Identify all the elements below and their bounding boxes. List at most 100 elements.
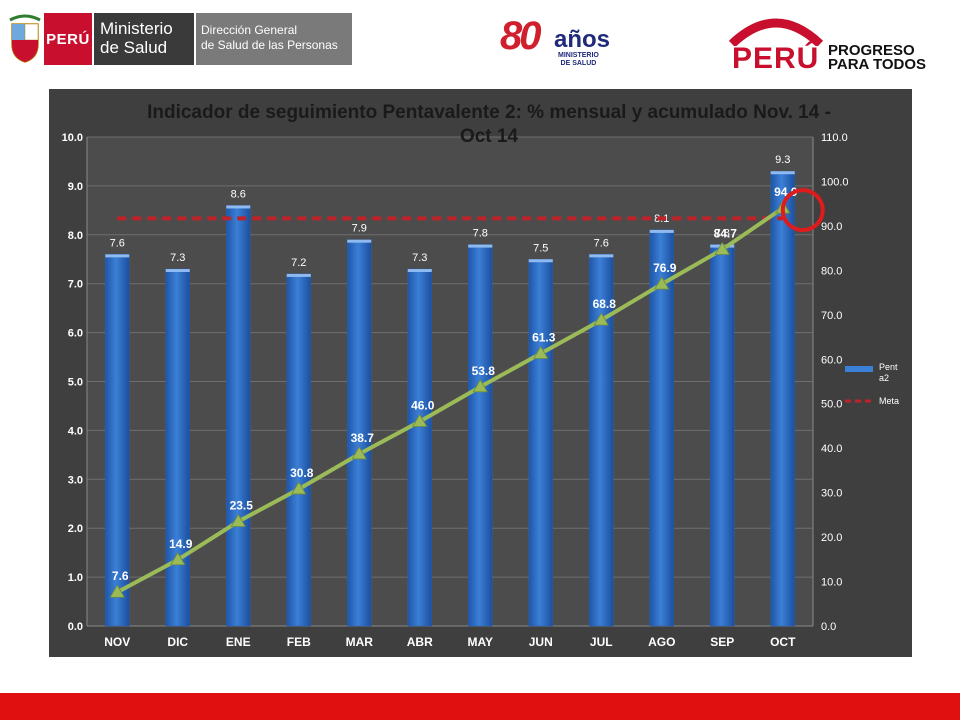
line-data-label: 53.8 — [472, 364, 496, 378]
bar — [407, 268, 432, 627]
legend-swatch-penta2 — [845, 366, 873, 372]
y-right-tick-label: 50.0 — [821, 399, 842, 411]
bar-top-highlight — [226, 205, 251, 209]
bar — [468, 244, 493, 627]
bar-top-highlight — [286, 273, 311, 277]
line-data-label: 84.7 — [714, 226, 738, 240]
legend-label-penta2: Pent — [879, 362, 898, 372]
bar-data-label: 7.5 — [533, 242, 548, 254]
bar — [226, 205, 251, 627]
y-left-tick-label: 1.0 — [68, 572, 83, 584]
bar-top-highlight — [407, 269, 432, 273]
x-tick-label: MAY — [467, 635, 493, 649]
y-left-tick-label: 7.0 — [68, 279, 83, 291]
x-tick-label: FEB — [287, 635, 311, 649]
line-marker — [109, 584, 125, 598]
x-tick-label: OCT — [770, 635, 796, 649]
x-tick-label: SEP — [710, 635, 734, 649]
bar-data-label: 7.8 — [473, 228, 488, 240]
line-data-label: 23.5 — [230, 499, 254, 513]
bar — [770, 170, 795, 627]
minsa-logo: PERÚ Ministerio de Salud Dirección Gener… — [0, 10, 352, 68]
y-left-tick-label: 4.0 — [68, 425, 83, 437]
line-marker — [654, 276, 670, 290]
y-left-tick-label: 8.0 — [68, 230, 83, 242]
coat-of-arms-icon — [9, 14, 41, 63]
y-right-tick-label: 20.0 — [821, 532, 842, 544]
anniversary-logo: 80 años MINISTERIO DE SALUD — [496, 12, 618, 72]
y-left-tick-label: 10.0 — [62, 132, 83, 144]
y-left-tick-label: 3.0 — [68, 474, 83, 486]
y-left-tick-label: 6.0 — [68, 328, 83, 340]
bar — [105, 254, 130, 627]
slogan-text: PROGRESO PARA TODOS — [828, 42, 927, 73]
line-data-label: 14.9 — [169, 537, 193, 551]
slogan-country: PERÚ — [732, 42, 820, 75]
bar-top-highlight — [165, 269, 190, 273]
y-right-tick-label: 0.0 — [821, 621, 836, 633]
ministerio-label: Ministerio de Salud — [94, 13, 194, 65]
bar-top-highlight — [649, 229, 674, 233]
bar — [347, 239, 372, 627]
x-tick-label: AGO — [648, 635, 675, 649]
chart-panel: 0.0 1.0 2.0 3.0 4.0 5.0 6.0 7.0 8.0 9.0 10.0 0.0 10.… — [49, 89, 912, 657]
y-right-tick-label: 30.0 — [821, 488, 842, 500]
bar-data-label: 7.6 — [594, 237, 609, 249]
y-left-tick-label: 9.0 — [68, 181, 83, 193]
bar-data-label: 9.3 — [775, 154, 790, 166]
y-right-tick-label: 80.0 — [821, 265, 842, 277]
bar-data-label: 7.8 — [715, 228, 730, 240]
y-left-tick-label: 0.0 — [68, 621, 83, 633]
highlight-circle — [780, 188, 825, 233]
anniversary-sub-line-1: MINISTERIO — [558, 52, 599, 59]
y-right-tick-label: 10.0 — [821, 577, 842, 589]
chart-title-line-1: Indicador de seguimiento Pentavalente 2:… — [147, 102, 831, 123]
chart: 0.0 1.0 2.0 3.0 4.0 5.0 6.0 7.0 8.0 9.0 10.0 0.0 10.… — [62, 132, 899, 649]
ministerio-line-2: de Salud — [100, 38, 168, 57]
y-right-tick-label: 110.0 — [821, 132, 848, 144]
legend-label-meta: Meta — [879, 396, 899, 406]
anniversary-subtitle: MINISTERIO DE SALUD — [558, 52, 599, 68]
x-tick-label: NOV — [104, 635, 130, 649]
line-marker — [533, 345, 549, 359]
bar-top-highlight — [589, 254, 614, 258]
y-right-tick-label: 90.0 — [821, 221, 842, 233]
y-left-tick-label: 2.0 — [68, 523, 83, 535]
line-data-label: 76.9 — [653, 261, 677, 275]
y-right-tick-label: 100.0 — [821, 176, 849, 188]
line-data-label: 30.8 — [290, 466, 314, 480]
bar — [649, 229, 674, 627]
line-marker — [351, 446, 367, 460]
y-right-tick-label: 40.0 — [821, 443, 842, 455]
slogan-line-2: PARA TODOS — [828, 56, 927, 73]
direccion-line-1: Dirección General — [201, 23, 298, 37]
bar — [710, 244, 735, 627]
x-tick-label: JUL — [590, 635, 613, 649]
line-marker — [412, 413, 428, 427]
bar-top-highlight — [468, 244, 493, 248]
anniversary-word: años — [554, 26, 611, 53]
line-marker — [472, 379, 488, 393]
line-data-label: 61.3 — [532, 330, 556, 344]
line-marker — [170, 551, 186, 566]
bar-top-highlight — [528, 259, 553, 263]
bar — [286, 273, 311, 627]
y-right-tick-label: 70.0 — [821, 310, 842, 322]
slogan-line-1: PROGRESO — [828, 42, 915, 59]
cumulative-line — [116, 206, 784, 594]
bar-data-label: 7.3 — [412, 252, 427, 264]
line-data-label: 68.8 — [593, 297, 617, 311]
y-left-tick-label: 5.0 — [68, 377, 83, 389]
bar — [528, 259, 553, 627]
x-tick-label: DIC — [167, 635, 188, 649]
bar-top-highlight — [105, 254, 130, 258]
bar-data-label: 7.3 — [170, 252, 185, 264]
direccion-label: Dirección General de Salud de las Person… — [196, 13, 352, 65]
arc-icon — [728, 18, 824, 46]
bar-top-highlight — [347, 239, 372, 243]
x-tick-label: JUN — [529, 635, 553, 649]
line-marker — [714, 241, 730, 255]
line-marker — [593, 312, 609, 326]
line-data-label: 38.7 — [351, 431, 375, 445]
